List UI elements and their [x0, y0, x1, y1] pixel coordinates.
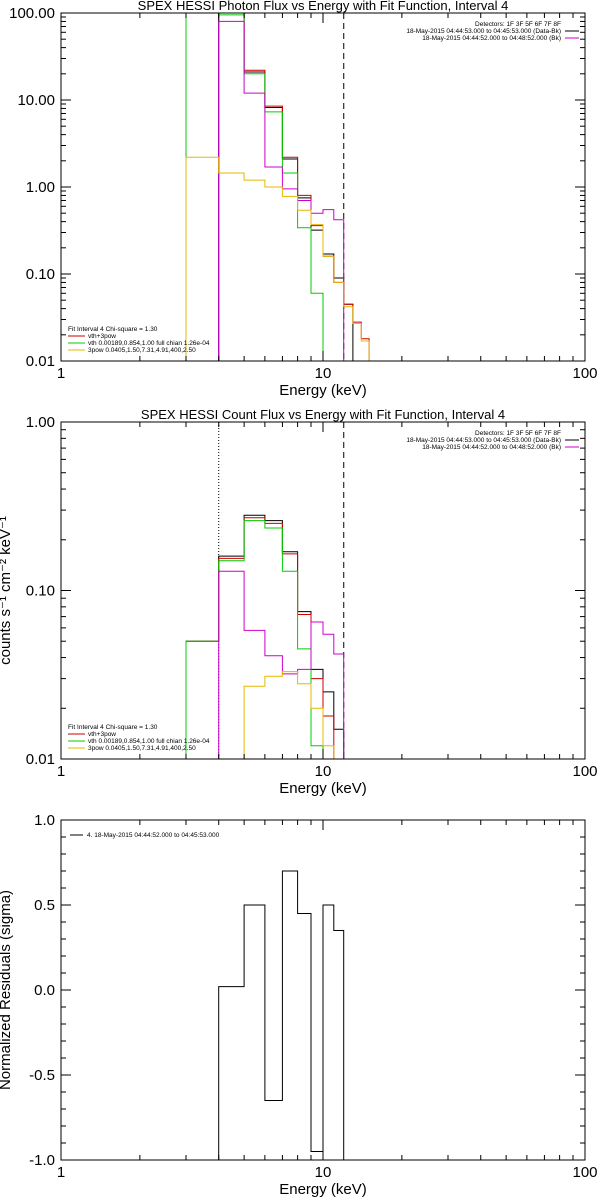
info-line: Detectors: 1F 3F 5F 6F 7F 8F	[475, 21, 561, 28]
legend-entry: vth+3pow	[88, 731, 116, 738]
legend-entry: vth 0.00189,0.854,1.00 full chian 1.26e-…	[88, 738, 210, 745]
x-tick-label: 100	[572, 1164, 597, 1181]
series-black-histogram	[185, 514, 345, 759]
y-tick-label: 0.10	[26, 583, 55, 600]
series-red-histogram	[185, 13, 377, 361]
y-tick-label: 0.01	[26, 751, 55, 768]
legend-entry: 3pow 0.0405,1.50,7.31,4.91,400,2.50	[88, 347, 196, 354]
count-flux-panel: SPEX HESSI Count Flux vs Energy with Fit…	[0, 407, 598, 797]
series-black-histogram	[218, 870, 345, 1160]
legend-entry: 3pow 0.0405,1.50,7.31,4.91,400,2.50	[88, 745, 196, 752]
series-green-histogram	[185, 13, 334, 361]
series-yellow-histogram	[185, 156, 377, 361]
chart-title: SPEX HESSI Photon Flux vs Energy with Fi…	[138, 0, 509, 13]
info-line: 18-May-2015 04:44:53.000 to 04:45:53.000…	[406, 437, 561, 444]
x-tick-label: 10	[315, 763, 332, 780]
series-magenta-histogram	[218, 20, 345, 361]
y-tick-label: -1.0	[29, 1152, 55, 1169]
y-tick-label: 1.00	[26, 414, 55, 431]
info-line: 18-May-2015 04:44:53.000 to 04:45:53.000…	[406, 28, 561, 35]
series-green-histogram	[185, 520, 324, 759]
info-line: 18-May-2015 04:44:52.000 to 04:48:52.000…	[422, 35, 561, 42]
legend-entry: vth 0.00189,0.854,1.00 full chian 1.26e-…	[88, 340, 210, 347]
x-tick-label: 10	[315, 365, 332, 382]
series-magenta-histogram	[218, 570, 345, 759]
chart-title: SPEX HESSI Count Flux vs Energy with Fit…	[141, 407, 505, 422]
y-tick-label: 0.0	[34, 982, 55, 999]
x-tick-label: 1	[57, 1164, 65, 1181]
x-tick-label: 1	[57, 763, 65, 780]
y-tick-label: 0.5	[34, 897, 55, 914]
x-axis-label: Energy (keV)	[279, 382, 367, 399]
y-tick-label: 10.00	[17, 92, 55, 109]
legend-entry: 4. 18-May-2015 04:44:52.000 to 04:45:53.…	[87, 832, 220, 839]
legend-entry: vth+3pow	[88, 333, 116, 340]
legend-entry: Fit Interval 4 Chi-square = 1.30	[68, 724, 158, 731]
y-tick-label: 1.00	[26, 179, 55, 196]
x-tick-label: 100	[572, 365, 597, 382]
info-line: 18-May-2015 04:44:52.000 to 04:48:52.000…	[422, 444, 561, 451]
y-tick-label: 0.01	[26, 353, 55, 370]
x-axis-label: Energy (keV)	[279, 780, 367, 797]
x-axis-label: Energy (keV)	[279, 1181, 367, 1198]
x-tick-label: 100	[572, 763, 597, 780]
y-axis-label: Normalized Residuals (sigma)	[0, 890, 14, 1090]
y-tick-label: 1.0	[34, 812, 55, 829]
series-black-histogram	[218, 13, 354, 361]
series-yellow-histogram	[243, 671, 344, 759]
y-tick-label: 0.10	[26, 266, 55, 283]
photon-flux-panel: SPEX HESSI Photon Flux vs Energy with Fi…	[9, 0, 597, 399]
x-tick-label: 10	[315, 1164, 332, 1181]
residuals-panel: 1 10 100 -1.0 -0.5 0.0 0.5 1.0 Energy (keV) Norma…	[0, 812, 598, 1198]
y-axis-label: counts s⁻¹ cm⁻² keV⁻¹	[0, 516, 14, 665]
x-tick-label: 1	[57, 365, 65, 382]
y-tick-label: 100.00	[9, 5, 55, 22]
legend-entry: Fit Interval 4 Chi-square = 1.30	[68, 326, 158, 333]
y-tick-label: -0.5	[29, 1067, 55, 1084]
info-line: Detectors: 1F 3F 5F 6F 7F 8F	[475, 430, 561, 437]
